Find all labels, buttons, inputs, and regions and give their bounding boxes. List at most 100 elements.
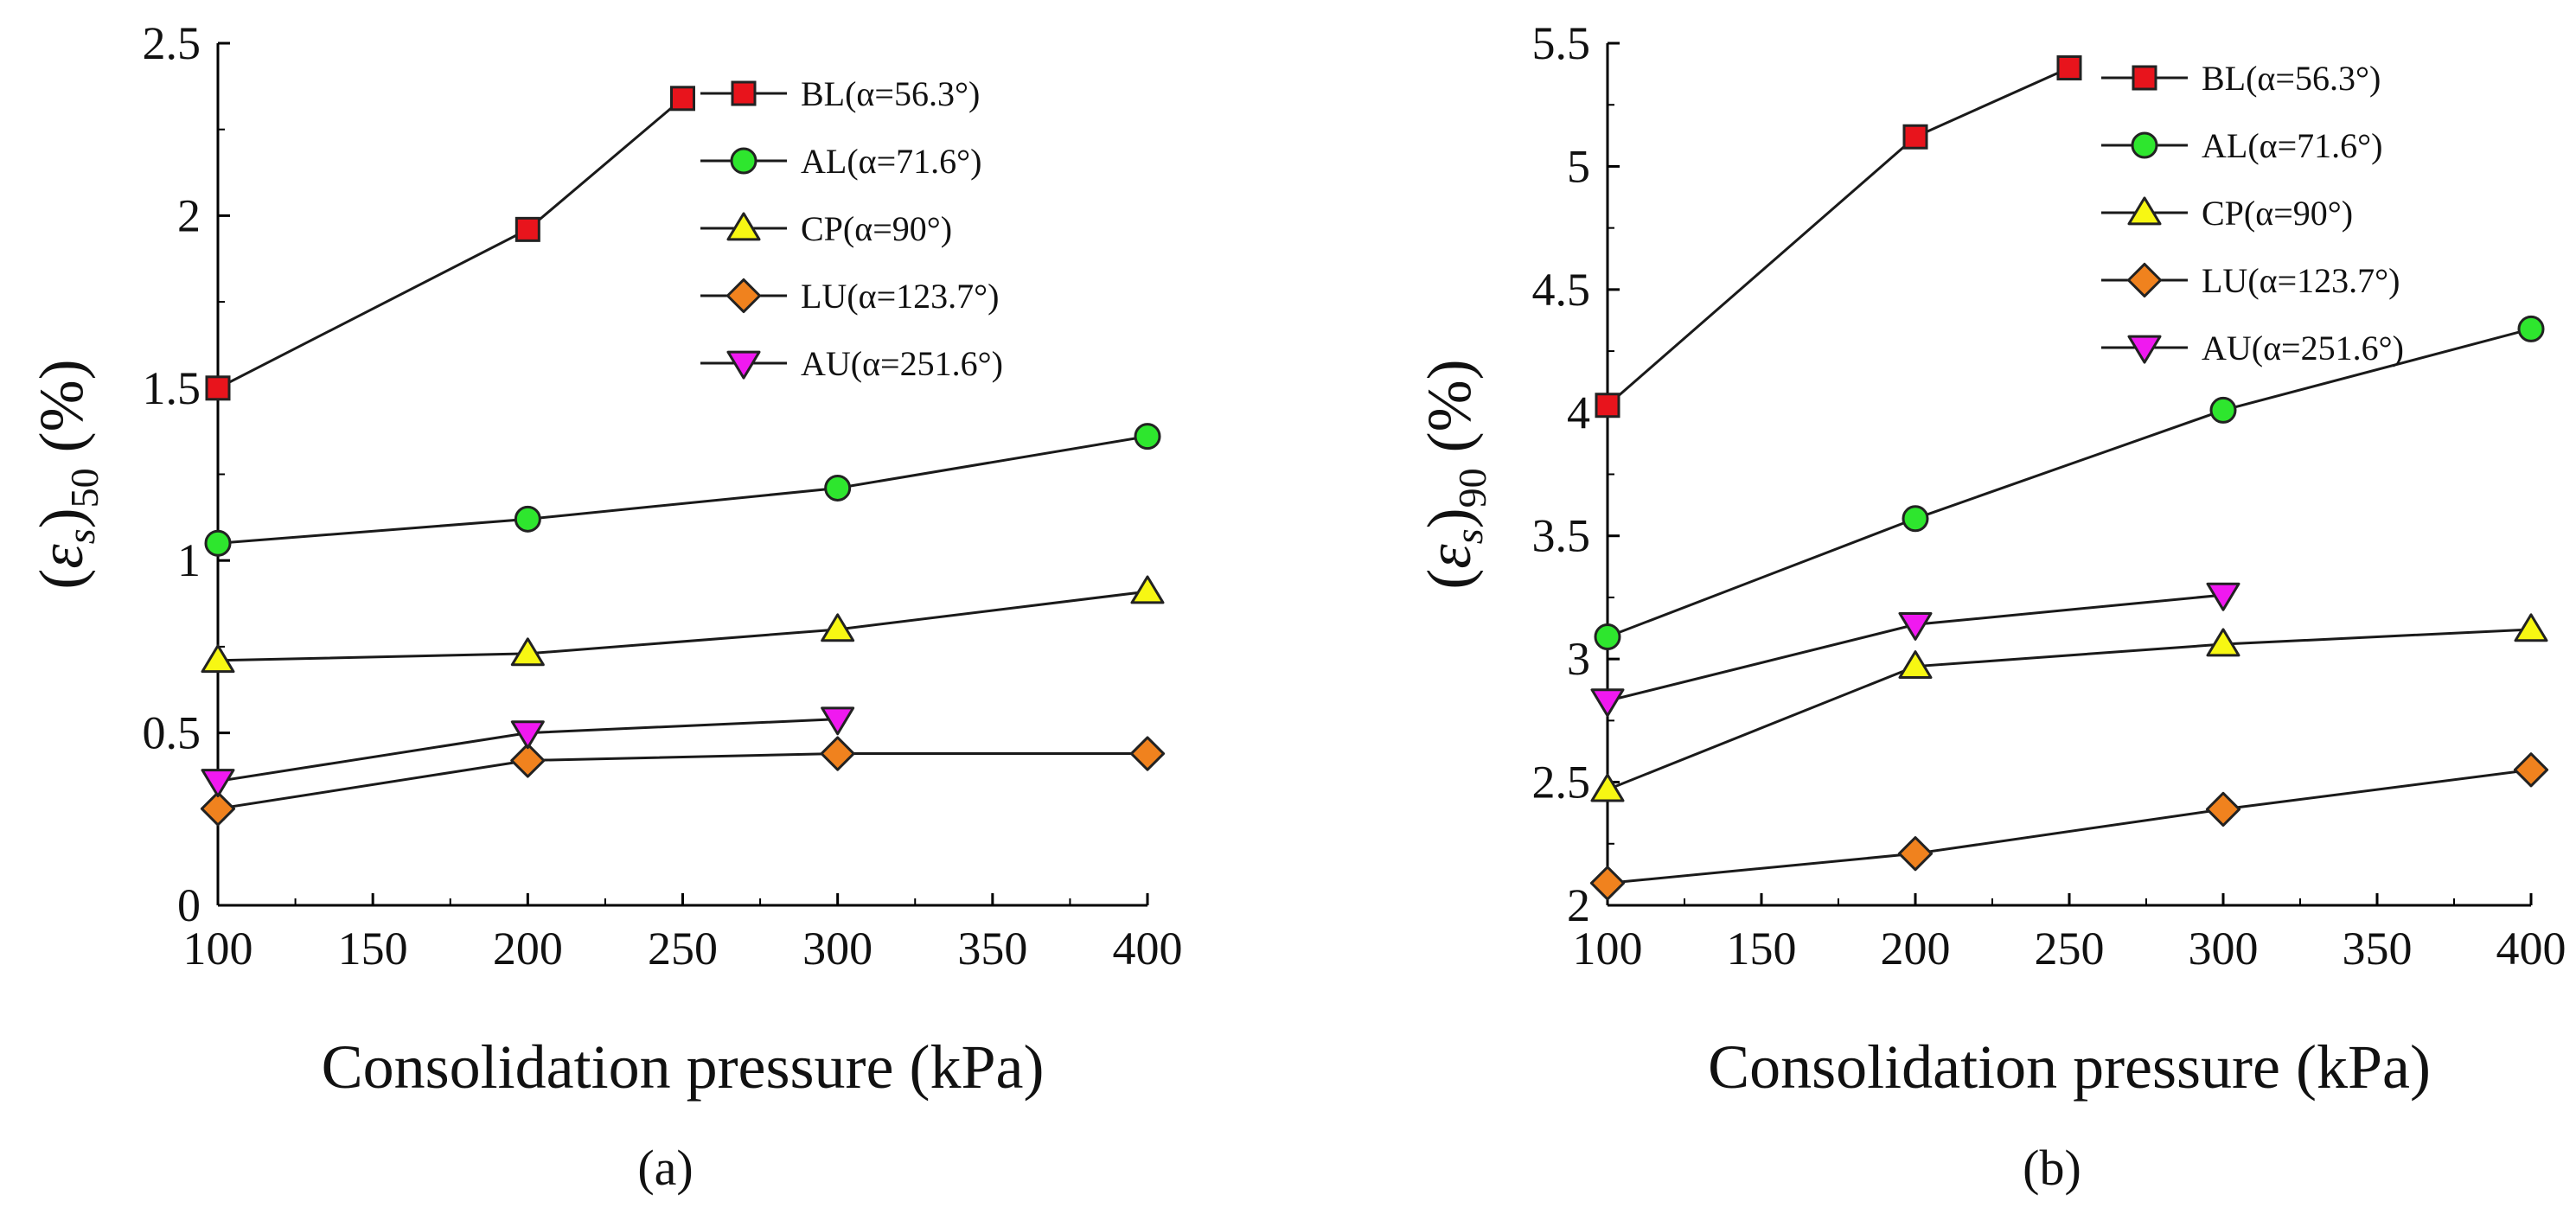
y-tick-label: 2.5 xyxy=(143,17,201,69)
legend-label: BL(α=56.3°) xyxy=(2202,59,2381,98)
x-tick-label: 200 xyxy=(1881,923,1951,974)
legend-marker xyxy=(2127,196,2162,226)
series-line xyxy=(1607,768,2532,885)
data-point xyxy=(1590,688,1625,718)
y-tick-label: 4.5 xyxy=(1532,264,1591,316)
legend-label: LU(α=123.7°) xyxy=(2202,261,2400,300)
y-tick-label: 5 xyxy=(1567,140,1590,192)
x-tick-label: 150 xyxy=(1727,923,1797,974)
legend-marker xyxy=(726,212,761,241)
data-point xyxy=(1129,736,1166,771)
series-line xyxy=(1607,593,2224,703)
data-point xyxy=(1134,423,1161,450)
series-line xyxy=(217,590,1148,662)
legend-marker xyxy=(2131,131,2158,159)
legend-label: BL(α=56.3°) xyxy=(801,74,980,113)
series-line xyxy=(217,435,1148,545)
x-tick-label: 100 xyxy=(183,923,253,974)
legend: BL(α=56.3°) AL(α=71.6°) CP(α=90°) LU(α=123.… xyxy=(2101,59,2404,367)
y-tick-label: 2 xyxy=(177,189,201,241)
y-tick-label: 2.5 xyxy=(1532,757,1591,808)
data-point xyxy=(510,637,545,667)
x-tick-label: 400 xyxy=(2496,923,2566,974)
legend-marker xyxy=(725,278,762,314)
data-point xyxy=(205,375,231,401)
legend-marker xyxy=(726,350,761,380)
data-point xyxy=(201,644,235,674)
y-tick-label: 2 xyxy=(1567,879,1590,931)
data-point xyxy=(514,505,541,533)
legend-marker xyxy=(2132,65,2157,91)
data-point xyxy=(2514,613,2548,642)
y-tick-label: 3 xyxy=(1567,633,1590,685)
y-axis-label: (εs)50 (%) xyxy=(27,359,106,589)
series-line xyxy=(1607,628,2532,791)
data-point xyxy=(2517,315,2545,342)
legend-label: AU(α=251.6°) xyxy=(801,344,1003,383)
data-point xyxy=(515,216,540,242)
y-tick-label: 1 xyxy=(177,534,201,586)
data-point xyxy=(2205,791,2241,827)
data-point xyxy=(510,720,545,750)
y-axis-label: (εs)90 (%) xyxy=(1415,359,1494,589)
x-tick-label: 200 xyxy=(493,923,563,974)
data-point xyxy=(204,529,232,557)
data-point xyxy=(2209,396,2237,424)
data-point xyxy=(1590,773,1625,802)
legend-label: AL(α=71.6°) xyxy=(801,142,981,181)
y-tick-label: 5.5 xyxy=(1532,17,1591,69)
series-line xyxy=(1607,67,2070,406)
panel-label: (a) xyxy=(637,1140,693,1196)
legend-marker xyxy=(730,147,757,175)
data-point xyxy=(2206,628,2240,657)
x-axis-label: Consolidation pressure (kPa) xyxy=(322,1032,1045,1102)
x-tick-label: 350 xyxy=(957,923,1027,974)
x-tick-label: 100 xyxy=(1573,923,1643,974)
legend-marker xyxy=(731,80,757,106)
data-point xyxy=(1897,836,1934,872)
data-point xyxy=(2206,582,2240,611)
data-point xyxy=(821,706,855,736)
data-point xyxy=(1595,393,1620,419)
x-tick-label: 250 xyxy=(2035,923,2105,974)
legend-label: CP(α=90°) xyxy=(801,209,952,248)
data-point xyxy=(2056,54,2082,80)
x-tick-label: 150 xyxy=(338,923,408,974)
x-tick-label: 400 xyxy=(1113,923,1183,974)
data-point xyxy=(1898,611,1933,641)
series-line xyxy=(217,97,684,390)
data-point xyxy=(670,86,695,112)
series-line xyxy=(1607,327,2532,638)
x-axis-label: Consolidation pressure (kPa) xyxy=(1708,1032,2431,1102)
y-tick-label: 1.5 xyxy=(143,362,201,414)
y-tick-label: 0.5 xyxy=(143,707,201,759)
data-point xyxy=(1902,505,1929,533)
data-point xyxy=(510,743,546,778)
x-tick-label: 350 xyxy=(2343,923,2413,974)
legend: BL(α=56.3°) AL(α=71.6°) CP(α=90°) LU(α=123.… xyxy=(700,74,1003,383)
legend-label: LU(α=123.7°) xyxy=(801,277,999,316)
data-point xyxy=(820,736,855,771)
data-point xyxy=(1130,575,1165,604)
chart-panel-a: 100 150 200 250 300 350 400 0 0.5 1 1.5 2 2.5 Consoli… xyxy=(27,17,1183,1196)
data-point xyxy=(1589,866,1626,901)
panel-label: (b) xyxy=(2023,1140,2081,1196)
data-point xyxy=(200,791,236,827)
legend-marker xyxy=(2126,262,2163,298)
x-tick-label: 250 xyxy=(648,923,718,974)
legend-label: AL(α=71.6°) xyxy=(2202,126,2382,165)
data-point xyxy=(821,613,855,642)
series-line xyxy=(217,752,1147,810)
y-tick-label: 3.5 xyxy=(1532,510,1591,562)
chart-panel-b: 100 150 200 250 300 350 400 2 2.5 3 3.5 4 4.5 5 5.5 Con… xyxy=(1415,17,2566,1196)
y-tick-label: 4 xyxy=(1567,387,1590,438)
legend-label: CP(α=90°) xyxy=(2202,194,2353,233)
data-point xyxy=(1902,124,1928,150)
data-point xyxy=(1594,623,1621,651)
x-tick-label: 300 xyxy=(2189,923,2259,974)
data-point xyxy=(1898,650,1933,680)
x-tick-label: 300 xyxy=(802,923,873,974)
y-tick-label: 0 xyxy=(177,879,201,931)
legend-marker xyxy=(2127,335,2162,364)
